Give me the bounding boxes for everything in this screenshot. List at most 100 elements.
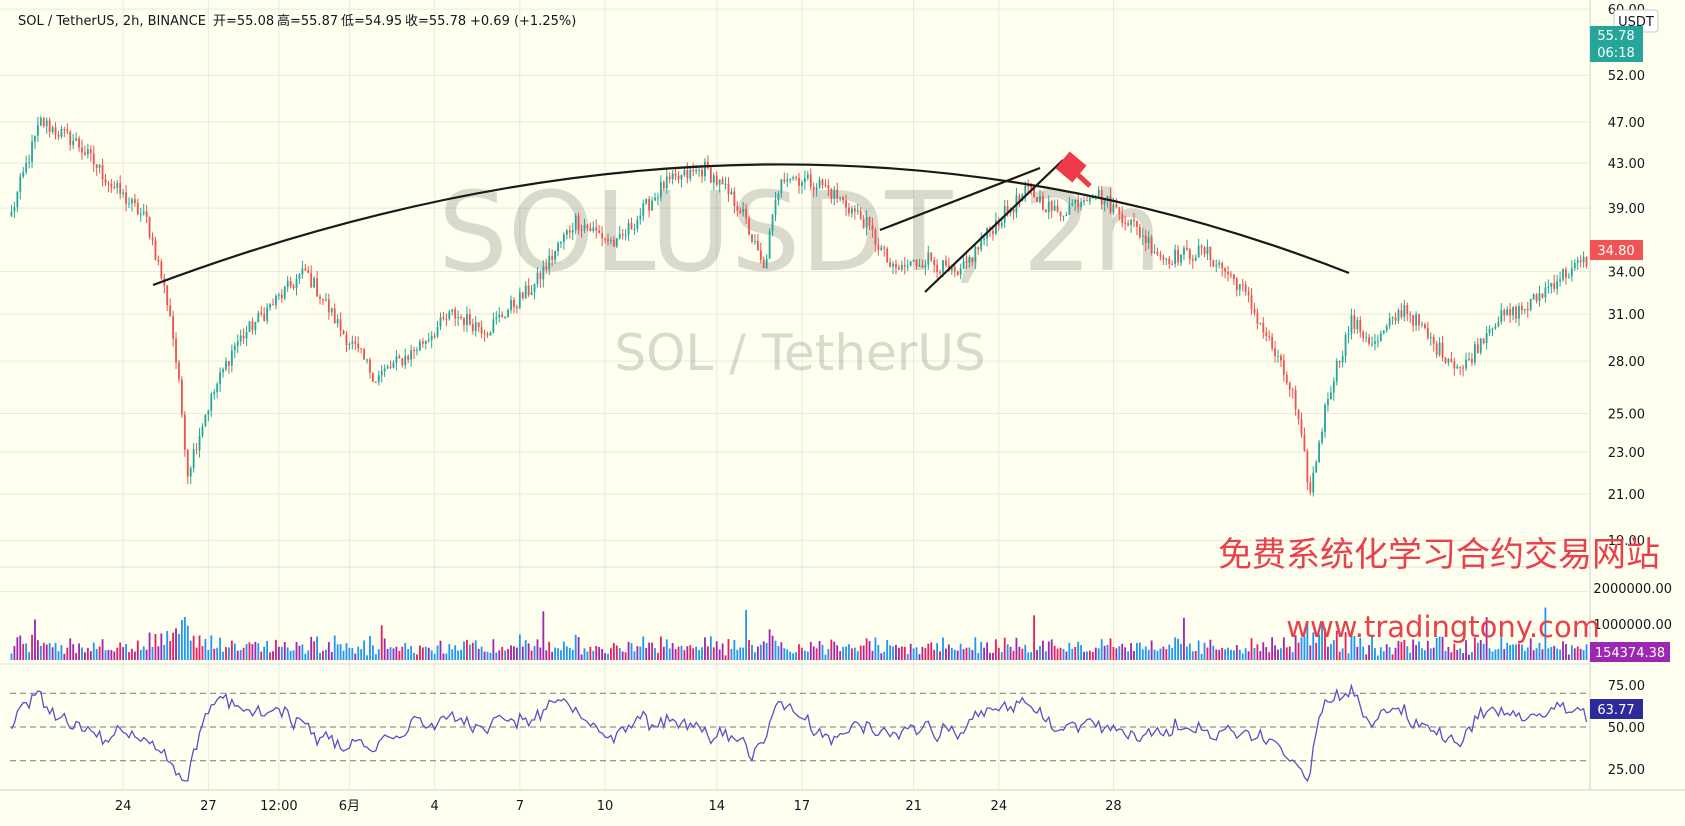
candle-body bbox=[607, 238, 609, 241]
candle-body bbox=[721, 179, 724, 185]
candle bbox=[1227, 265, 1229, 282]
volume-bar bbox=[1556, 648, 1559, 660]
candle bbox=[762, 256, 765, 269]
candle bbox=[1465, 352, 1467, 371]
candle bbox=[295, 274, 298, 296]
candle-body bbox=[327, 299, 330, 313]
volume-bar bbox=[1227, 647, 1229, 660]
candle-body bbox=[189, 468, 192, 477]
arc-trendline[interactable] bbox=[152, 163, 1350, 287]
time-tick-label: 17 bbox=[794, 799, 811, 814]
candle-body bbox=[1329, 392, 1332, 400]
volume-bar bbox=[22, 643, 25, 660]
candle-body bbox=[906, 265, 909, 267]
candle-body bbox=[25, 162, 28, 173]
candle-body bbox=[354, 341, 357, 344]
candle-body bbox=[198, 435, 201, 451]
volume-bar bbox=[683, 650, 686, 660]
candle-body bbox=[803, 178, 806, 183]
volume-bar bbox=[571, 649, 574, 660]
candle-body bbox=[789, 178, 792, 180]
volume-bar bbox=[1130, 643, 1132, 660]
candle bbox=[333, 303, 336, 324]
price-tick-label: 25.00 bbox=[1608, 407, 1645, 422]
volume-bar bbox=[1526, 647, 1529, 660]
candle bbox=[1538, 285, 1541, 307]
candle-body bbox=[204, 414, 207, 427]
candle-body bbox=[1053, 205, 1056, 211]
candle-body bbox=[551, 255, 554, 260]
candle-body bbox=[1074, 199, 1077, 204]
price-tick-label: 19.00 bbox=[1608, 534, 1645, 549]
volume-bar bbox=[1509, 644, 1512, 660]
ohlc-high: 高=55.87 bbox=[277, 13, 338, 29]
volume-bar bbox=[339, 643, 342, 660]
candle-body bbox=[1567, 276, 1570, 278]
candle-body bbox=[104, 179, 107, 184]
volume-bar bbox=[698, 650, 701, 660]
candle bbox=[263, 307, 266, 322]
candle bbox=[1497, 316, 1500, 328]
time-axis[interactable]: 24 27 12:00 6月 4 7 10 14 17 21 24 28 bbox=[115, 799, 1122, 814]
volume-bar bbox=[395, 646, 398, 660]
candle-body bbox=[254, 321, 257, 331]
volume-bar bbox=[1453, 643, 1456, 660]
volume-bar bbox=[236, 650, 239, 660]
candle bbox=[254, 321, 257, 335]
candle-body bbox=[1347, 333, 1350, 335]
volume-bar bbox=[900, 646, 903, 660]
volume-bar bbox=[507, 648, 509, 660]
candle bbox=[1432, 334, 1435, 352]
wedge-lower-line[interactable] bbox=[924, 159, 1064, 293]
candle bbox=[533, 283, 536, 300]
candle bbox=[871, 217, 874, 238]
volume-bar bbox=[1400, 641, 1403, 660]
candle-body bbox=[54, 127, 57, 135]
candle-body bbox=[871, 225, 874, 231]
promo-url[interactable]: www.tradingtony.com bbox=[1286, 610, 1600, 644]
volume-bar bbox=[530, 650, 533, 660]
volume-bar bbox=[1309, 645, 1312, 660]
candle-body bbox=[610, 239, 612, 241]
volume-bar bbox=[651, 642, 653, 660]
candle-body bbox=[521, 292, 524, 299]
drawings[interactable] bbox=[152, 151, 1350, 293]
candle-body bbox=[22, 172, 25, 177]
candle bbox=[792, 175, 795, 181]
wedge-upper-line[interactable] bbox=[879, 166, 1041, 232]
candle bbox=[892, 261, 894, 275]
volume-bar bbox=[1006, 644, 1009, 660]
candle bbox=[131, 197, 133, 212]
candle-body bbox=[1388, 318, 1391, 327]
candle bbox=[727, 177, 730, 202]
candle-body bbox=[1371, 343, 1373, 345]
volume-bar bbox=[730, 649, 733, 660]
candle-body bbox=[1526, 308, 1529, 310]
volume-bar bbox=[1071, 648, 1074, 660]
volume-bar bbox=[1109, 638, 1112, 660]
candle-body bbox=[1444, 357, 1447, 363]
candle bbox=[436, 320, 439, 339]
candle-body bbox=[1421, 324, 1423, 326]
candle bbox=[668, 172, 671, 184]
volume-bar bbox=[1471, 651, 1473, 660]
candle-body bbox=[1112, 204, 1115, 213]
volume-bar bbox=[275, 639, 277, 660]
volume-bars bbox=[10, 607, 1588, 660]
volume-bar bbox=[1041, 640, 1044, 660]
volume-bar bbox=[989, 652, 991, 660]
candle-body bbox=[357, 343, 360, 349]
candle-body bbox=[57, 134, 60, 137]
candle bbox=[342, 329, 345, 335]
candle bbox=[204, 414, 207, 428]
candle bbox=[618, 226, 621, 240]
candle bbox=[1582, 251, 1585, 268]
volume-bar bbox=[157, 646, 160, 660]
volume-bar bbox=[1338, 651, 1341, 660]
candle bbox=[1500, 303, 1503, 325]
rsi-tick-label: 25.00 bbox=[1608, 763, 1645, 778]
candle-body bbox=[701, 169, 703, 177]
volume-bar bbox=[586, 651, 589, 660]
